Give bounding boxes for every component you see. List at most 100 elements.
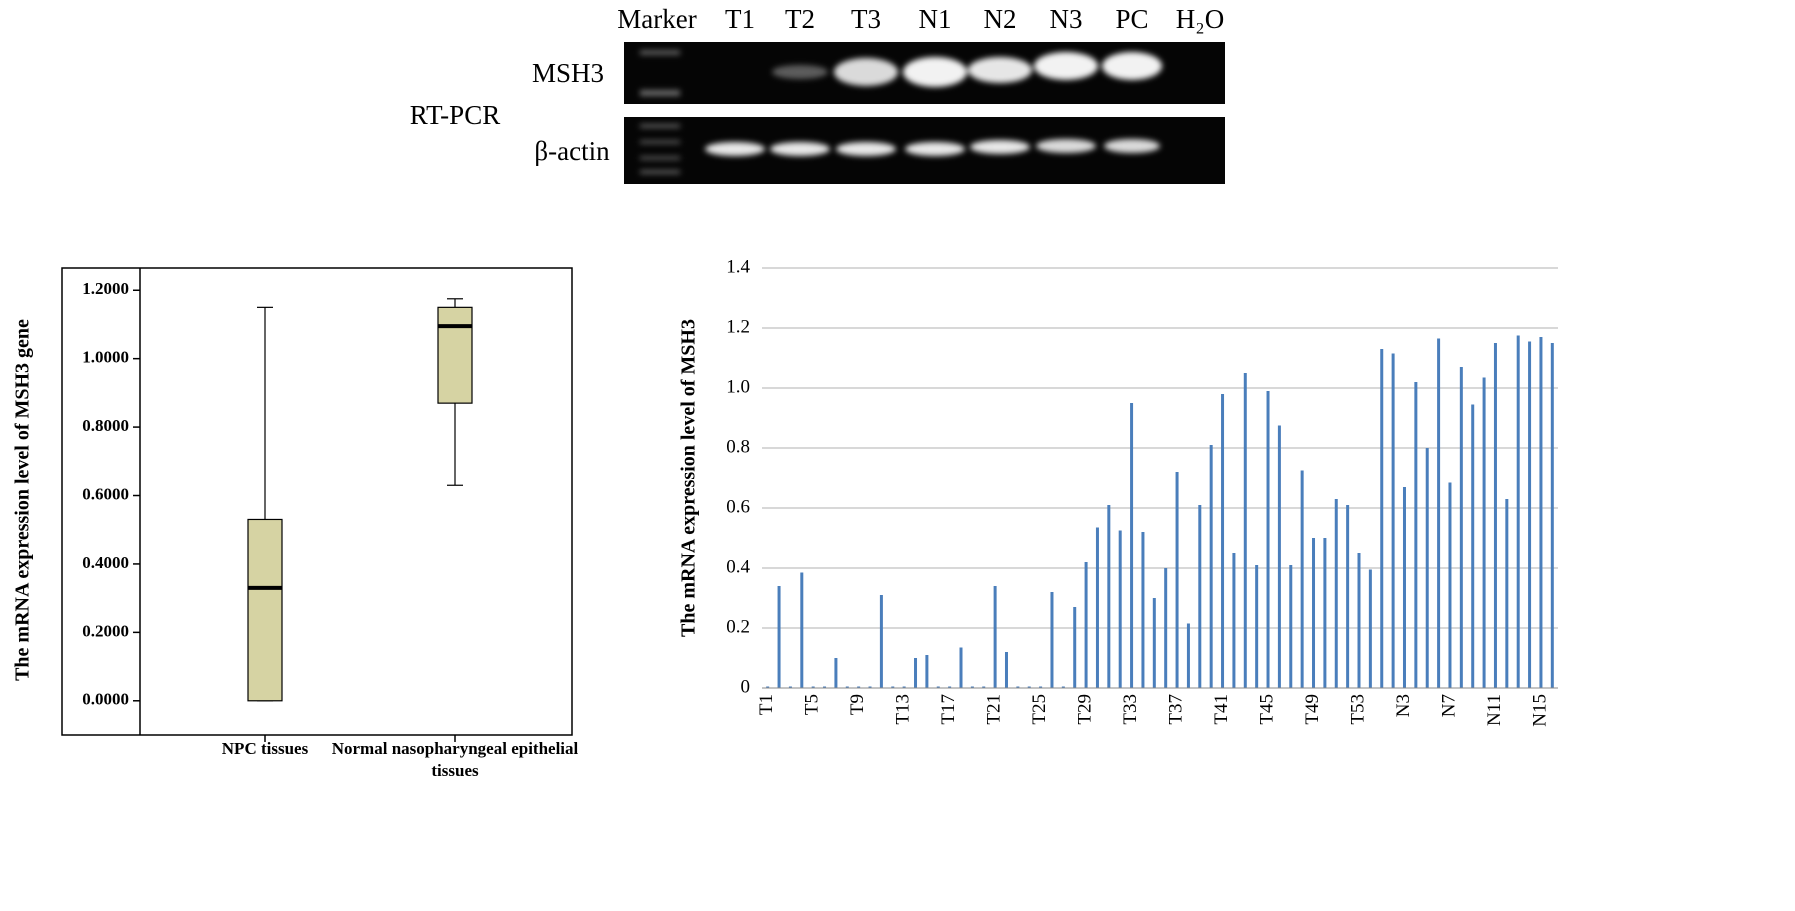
y-tick-label: 0.4000 xyxy=(82,553,129,572)
x-tick-label: T5 xyxy=(802,694,823,715)
y-tick-label: 0.8000 xyxy=(82,416,129,435)
bar xyxy=(925,655,929,688)
bar xyxy=(857,686,861,688)
y-axis-label: The mRNA expression level of MSH3 xyxy=(678,319,700,637)
bar xyxy=(1039,686,1043,688)
bar xyxy=(1130,403,1134,688)
bar xyxy=(845,686,849,688)
bar xyxy=(914,658,918,688)
x-tick-label: T29 xyxy=(1074,694,1095,725)
y-tick-label: 0.0000 xyxy=(82,690,129,709)
bar xyxy=(1277,425,1281,688)
bar xyxy=(1243,373,1247,688)
bar xyxy=(1027,686,1031,688)
lane-label: N2 xyxy=(984,4,1017,34)
bar xyxy=(1152,598,1156,688)
bar xyxy=(1107,505,1111,688)
bar xyxy=(902,686,906,688)
bar xyxy=(1289,565,1293,688)
bar-chart: The mRNA expression level of MSH3 0 0.2 0.… xyxy=(678,256,1558,727)
x-tick-label: NPC tissues xyxy=(221,739,309,758)
bar xyxy=(1402,487,1406,688)
x-tick-label: N7 xyxy=(1438,694,1459,717)
y-tick-label: 1.0 xyxy=(726,376,750,397)
bar xyxy=(993,586,997,688)
bar xyxy=(1198,505,1202,688)
bar xyxy=(936,686,940,688)
bar xyxy=(959,647,963,688)
bar xyxy=(1232,553,1236,688)
bar xyxy=(1016,686,1020,688)
x-tick-label: T17 xyxy=(938,694,959,725)
box xyxy=(247,518,283,702)
method-label: RT-PCR xyxy=(410,100,500,130)
bar xyxy=(1095,527,1099,688)
bar xyxy=(1425,448,1429,688)
x-tick-label: T9 xyxy=(847,694,868,715)
bar xyxy=(1266,391,1270,688)
x-tick-label: T33 xyxy=(1120,694,1141,725)
bar xyxy=(1346,505,1350,688)
y-tick-label: 0.4 xyxy=(726,556,750,577)
bar xyxy=(982,686,986,688)
bar xyxy=(1482,377,1486,688)
x-tick-label: T25 xyxy=(1029,694,1050,725)
lane-label: PC xyxy=(1115,4,1148,34)
bar xyxy=(1323,538,1327,688)
y-tick-label: 0.2 xyxy=(726,616,750,637)
bar xyxy=(1209,445,1213,688)
x-tick-label: T37 xyxy=(1165,694,1186,725)
bar xyxy=(823,686,827,688)
x-tick-label: T53 xyxy=(1347,694,1368,725)
y-tick-label: 1.0000 xyxy=(82,348,129,367)
bar xyxy=(834,658,838,688)
y-tick-label: 1.4 xyxy=(726,256,750,277)
y-tick-label: 1.2000 xyxy=(82,279,129,298)
lane-label: T1 xyxy=(725,4,755,34)
x-tick-label: N11 xyxy=(1484,694,1505,726)
bar xyxy=(948,686,952,688)
lane-label: Marker xyxy=(617,4,696,34)
bar xyxy=(1437,338,1441,688)
plot-frame xyxy=(61,267,573,736)
y-tick-label: 0.2000 xyxy=(82,621,129,640)
x-tick-label: T49 xyxy=(1302,694,1323,725)
bar xyxy=(1528,341,1532,688)
bar xyxy=(766,686,770,688)
lane-label: T2 xyxy=(785,4,815,34)
bar xyxy=(1050,592,1054,688)
lane-label: N3 xyxy=(1050,4,1083,34)
y-tick-label: 1.2 xyxy=(726,316,750,337)
category-label: NPC tissues xyxy=(221,739,309,758)
bar xyxy=(788,686,792,688)
y-tick-label: 0 xyxy=(741,676,751,697)
bar xyxy=(1539,337,1543,688)
box-plot: The mRNA expression level of MSH3 gene 0… xyxy=(12,267,579,780)
bar xyxy=(1516,335,1520,688)
bar xyxy=(1459,367,1463,688)
category-label: Normal nasopharyngeal epithelial tissues xyxy=(331,739,579,780)
y-axis-label: The mRNA expression level of MSH3 gene xyxy=(12,319,34,681)
bar xyxy=(1414,382,1418,688)
y-tick-label: 0.6000 xyxy=(82,484,129,503)
bar xyxy=(811,686,815,688)
y-tick-label: 0.8 xyxy=(726,436,750,457)
gel-bands xyxy=(640,50,1162,174)
row-label: β-actin xyxy=(534,136,610,166)
x-tick-label: T1 xyxy=(756,694,777,715)
bar xyxy=(1061,686,1065,688)
bar xyxy=(1255,565,1259,688)
bar xyxy=(1471,404,1475,688)
bar xyxy=(1550,343,1554,688)
bar xyxy=(1175,472,1179,688)
bar xyxy=(1357,553,1361,688)
bar xyxy=(1004,652,1008,688)
bar xyxy=(1186,623,1190,688)
bar xyxy=(1334,499,1338,688)
x-tick-label: T41 xyxy=(1211,694,1232,725)
bar xyxy=(868,686,872,688)
x-tick-label: T13 xyxy=(893,694,914,725)
x-tick-label: T21 xyxy=(983,694,1004,725)
bar xyxy=(1391,353,1395,688)
